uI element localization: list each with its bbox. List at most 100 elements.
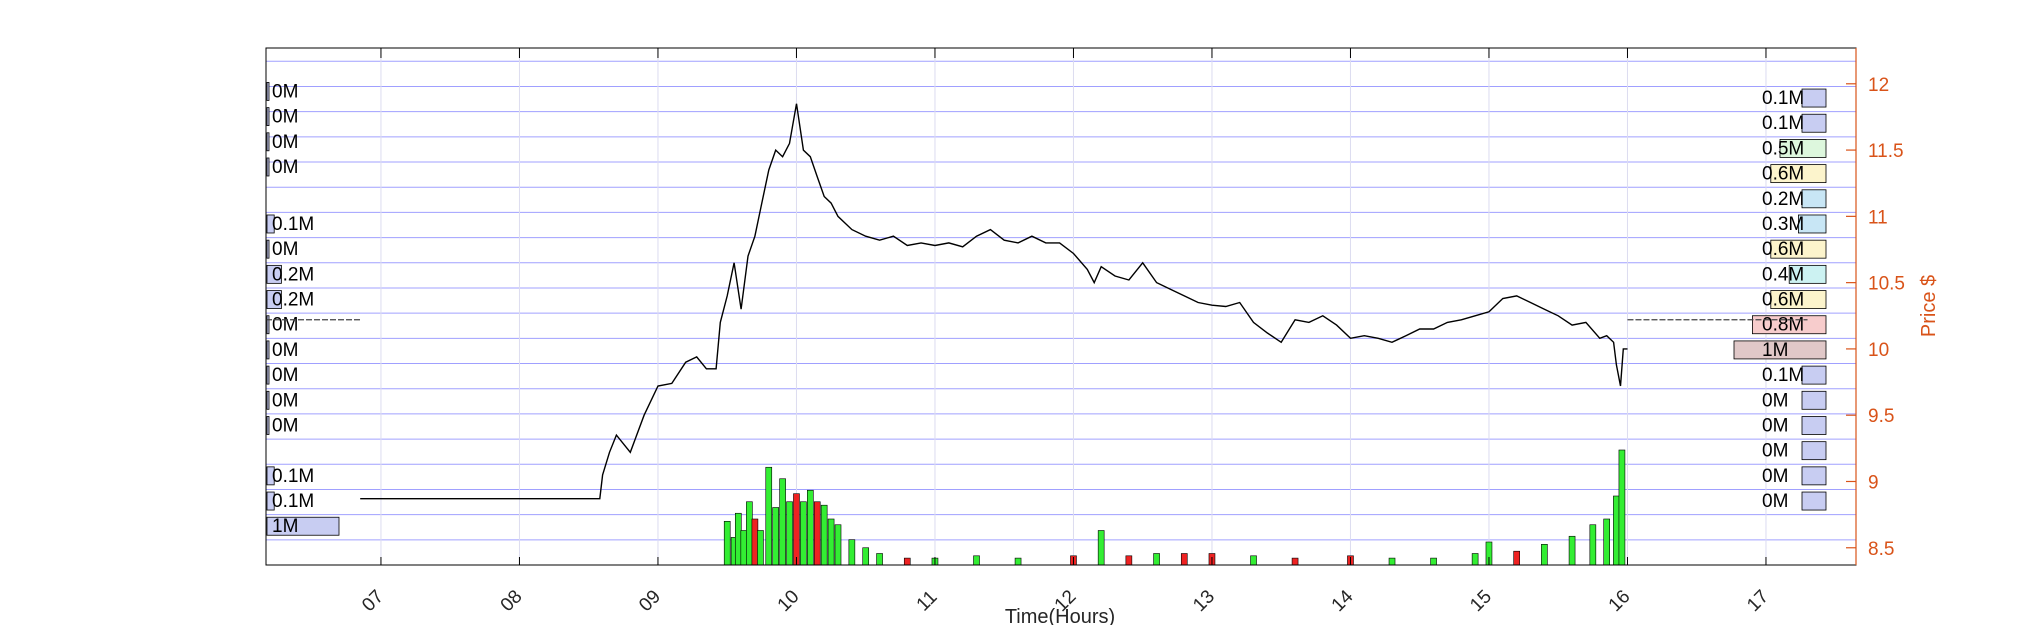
profile-bar-right <box>1801 113 1827 133</box>
price-series <box>360 103 1628 500</box>
profile-label-right: 0.6M <box>1762 164 1804 185</box>
profile-bar-left <box>266 107 270 127</box>
profile-label-left: 1M <box>272 516 298 537</box>
volume-bar <box>786 501 793 566</box>
profile-label-left: 0M <box>272 239 298 260</box>
x-axis-ticks: 07 08 09 10 11 12 13 14 15 16 17 <box>358 48 1773 616</box>
volume-bar <box>1291 557 1299 566</box>
volume-bar <box>740 530 748 566</box>
profile-bar-right <box>1779 139 1827 158</box>
profile-label-right: 0M <box>1762 466 1788 487</box>
volume-bar <box>1613 495 1620 566</box>
y-axis-ticks: 8.5 9 9.5 10 10.5 11 11.5 12 <box>1846 48 1905 565</box>
profile-bar-left <box>266 315 270 335</box>
volume-bar <box>765 466 773 566</box>
volume-bar <box>1471 553 1479 566</box>
price-band-lines <box>266 60 1856 541</box>
volume-bar <box>793 493 800 566</box>
volume-bar <box>834 524 842 566</box>
x-tick-label: 09 <box>635 586 665 616</box>
y-tick-label: 10.5 <box>1868 274 1905 295</box>
x-tick-label: 13 <box>1189 586 1219 616</box>
volume-bar <box>813 501 821 566</box>
profile-label-right: 1M <box>1762 340 1788 361</box>
profile-label-right: 0M <box>1762 390 1788 411</box>
volume-bar <box>1250 555 1257 566</box>
profile-bar-right <box>1770 290 1827 309</box>
volume-bar <box>1603 518 1610 566</box>
volume-bar <box>1430 557 1437 566</box>
profile-bar-right <box>1770 239 1827 259</box>
profile-label-left: 0.1M <box>272 491 314 512</box>
profile-bar-right <box>1801 416 1827 435</box>
y-tick-label: 11 <box>1868 207 1888 228</box>
volume-profile-right: 0.1M 0.1M 0.5M 0.6M 0.2M 0.3M 0.6M 0.4M 0.6M 0.8M… <box>1733 88 1827 512</box>
x-tick-label: 11 <box>913 587 942 616</box>
volume-bar <box>1180 553 1188 566</box>
profile-label-right: 0.8M <box>1762 315 1804 336</box>
profile-bar-right <box>1801 466 1827 486</box>
profile-label-right: 0.1M <box>1762 365 1804 386</box>
volume-bar <box>820 504 828 566</box>
x-tick-label: 10 <box>774 586 804 616</box>
volume-bar <box>746 501 753 566</box>
volume-bar <box>1388 557 1396 566</box>
profile-bar-left <box>266 390 270 410</box>
profile-bar-right <box>1801 491 1827 511</box>
volume-bar <box>734 512 742 566</box>
volume-bar <box>757 530 764 566</box>
profile-bar-left <box>266 416 270 435</box>
volume-bar <box>779 478 786 566</box>
x-tick-label: 07 <box>358 586 388 616</box>
profile-bar-right <box>1770 164 1827 184</box>
volume-bar <box>1589 524 1597 566</box>
profile-bar-left <box>266 290 282 309</box>
x-axis-title: Time(Hours) <box>1005 606 1115 625</box>
profile-label-right: 0.1M <box>1762 113 1804 134</box>
grid-lines <box>380 48 1767 565</box>
plot-frame <box>265 47 1857 566</box>
profile-bar-right <box>1798 214 1827 234</box>
profile-label-left: 0M <box>272 315 298 336</box>
profile-bar-right <box>1788 264 1827 284</box>
profile-label-right: 0.6M <box>1762 290 1804 311</box>
profile-bar-right <box>1801 365 1827 385</box>
volume-bar <box>973 555 980 566</box>
x-tick-label: 08 <box>497 586 527 616</box>
volume-bar <box>1513 550 1520 566</box>
profile-label-left: 0M <box>272 157 298 178</box>
volume-bar <box>800 501 807 566</box>
profile-label-right: 0.6M <box>1762 239 1804 260</box>
profile-label-left: 0M <box>272 340 298 361</box>
x-tick-label: 16 <box>1605 586 1635 616</box>
profile-label-left: 0M <box>272 390 298 411</box>
volume-bar <box>1568 535 1576 566</box>
x-tick-label: 14 <box>1328 586 1358 616</box>
volume-bar <box>1097 530 1105 566</box>
profile-label-left: 0.2M <box>272 264 314 285</box>
volume-bar <box>862 547 870 566</box>
volume-bar <box>876 553 883 566</box>
profile-label-right: 0.1M <box>1762 88 1804 109</box>
volume-bar <box>1541 543 1548 566</box>
profile-label-left: 0M <box>272 415 298 436</box>
profile-label-left: 0.1M <box>272 214 314 235</box>
profile-bar-right <box>1801 189 1827 209</box>
profile-label-left: 0M <box>272 132 298 153</box>
volume-bar <box>903 557 911 566</box>
volume-profile-left: 0M 0M 0M 0M 0.1M 0M 0.2M 0.2M 0M 0M 0M 0M 0M 0.1M 0.1M… <box>266 81 340 537</box>
profile-bar-left <box>266 264 282 284</box>
profile-label-left: 0M <box>272 81 298 102</box>
volume-bar <box>827 518 835 566</box>
y-axis-title: Price $ <box>1918 275 1940 337</box>
profile-label-left: 0.1M <box>272 466 314 487</box>
volume-bar <box>1125 555 1133 566</box>
profile-bar-left <box>266 516 340 536</box>
profile-label-right: 0M <box>1762 441 1788 462</box>
profile-bar-right <box>1752 315 1827 335</box>
profile-label-right: 0M <box>1762 415 1788 436</box>
profile-bar-left <box>266 340 270 360</box>
x-tick-label: 17 <box>1743 586 1773 616</box>
price-line <box>360 103 1628 500</box>
